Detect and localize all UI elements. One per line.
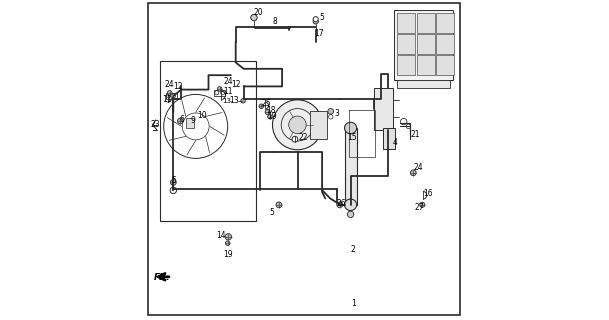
Circle shape: [313, 19, 319, 24]
Circle shape: [265, 109, 270, 115]
Text: 14: 14: [217, 231, 226, 240]
Circle shape: [177, 118, 183, 124]
Text: 15: 15: [348, 133, 357, 142]
Text: 13-: 13-: [223, 98, 234, 104]
Text: 5: 5: [269, 208, 274, 217]
Text: 11: 11: [162, 95, 172, 104]
Text: 12: 12: [231, 80, 241, 89]
Text: 9: 9: [191, 116, 195, 125]
Circle shape: [241, 99, 245, 103]
Circle shape: [251, 14, 257, 21]
Circle shape: [292, 136, 298, 142]
Ellipse shape: [345, 199, 357, 211]
Text: 22: 22: [298, 133, 308, 142]
Bar: [397, 13, 415, 33]
Bar: [437, 34, 454, 54]
Text: 25: 25: [261, 100, 271, 108]
Circle shape: [337, 202, 343, 208]
Circle shape: [259, 104, 264, 108]
Circle shape: [272, 100, 322, 150]
Bar: [397, 80, 450, 88]
Bar: [417, 13, 435, 33]
Bar: [186, 118, 194, 128]
Circle shape: [289, 116, 306, 133]
Text: 1: 1: [351, 300, 356, 308]
Bar: [375, 88, 393, 130]
Text: 11: 11: [223, 87, 233, 96]
Text: 5: 5: [171, 176, 176, 185]
Circle shape: [167, 91, 172, 95]
Circle shape: [401, 118, 407, 125]
Text: 26: 26: [337, 199, 346, 208]
Text: 2: 2: [351, 245, 356, 254]
Circle shape: [276, 202, 282, 208]
Bar: [397, 55, 415, 75]
Bar: [437, 13, 454, 33]
Text: 5: 5: [319, 13, 324, 22]
Text: 17: 17: [314, 29, 324, 38]
Text: 23: 23: [150, 120, 160, 129]
Bar: [417, 55, 435, 75]
Text: 19: 19: [268, 112, 277, 121]
Bar: [166, 93, 177, 99]
Text: 20: 20: [253, 8, 263, 17]
Ellipse shape: [345, 122, 357, 134]
Circle shape: [328, 108, 334, 114]
Bar: [345, 128, 357, 205]
Circle shape: [171, 180, 176, 185]
Text: 12: 12: [174, 82, 183, 91]
Bar: [383, 128, 395, 149]
Circle shape: [225, 234, 231, 240]
Text: 3: 3: [335, 109, 340, 118]
Bar: [160, 61, 256, 221]
Text: 18: 18: [266, 106, 276, 115]
Circle shape: [313, 17, 319, 22]
Circle shape: [268, 115, 272, 119]
Bar: [437, 55, 454, 75]
Text: 21: 21: [410, 130, 420, 139]
Bar: [310, 111, 328, 139]
Text: FR.: FR.: [154, 273, 171, 282]
Text: 13: 13: [229, 96, 239, 105]
Text: 4: 4: [392, 138, 398, 147]
Text: 24: 24: [224, 77, 233, 86]
Circle shape: [420, 202, 425, 207]
Bar: [417, 34, 435, 54]
Circle shape: [217, 87, 222, 91]
Text: 6: 6: [180, 116, 185, 124]
Circle shape: [410, 170, 416, 176]
Text: 10: 10: [197, 111, 207, 120]
Text: 19: 19: [223, 250, 233, 259]
Circle shape: [225, 241, 230, 245]
Text: 27: 27: [415, 204, 424, 212]
Text: 24: 24: [414, 164, 423, 172]
Circle shape: [347, 211, 354, 218]
Text: 24: 24: [164, 80, 174, 89]
Bar: [394, 10, 453, 80]
Text: 16: 16: [423, 189, 432, 198]
Text: 8: 8: [272, 17, 277, 26]
Circle shape: [170, 187, 177, 194]
Bar: [214, 90, 225, 96]
Bar: [397, 34, 415, 54]
